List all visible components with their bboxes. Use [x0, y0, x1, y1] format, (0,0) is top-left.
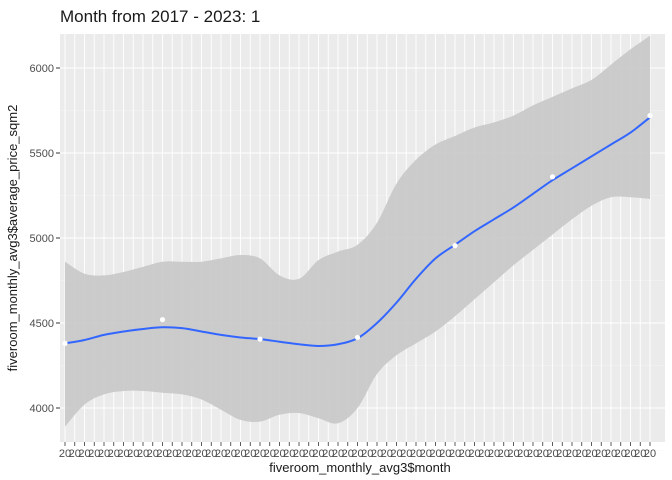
x-tick-label: 20	[410, 448, 422, 460]
x-tick-label: 20	[127, 448, 139, 460]
data-point	[647, 113, 653, 119]
x-axis-title: fiveroom_monthly_avg3$month	[269, 460, 450, 475]
y-tick-label: 6000	[30, 63, 54, 75]
y-tick-label: 4500	[30, 318, 54, 330]
confidence-band	[65, 35, 650, 427]
x-tick-label: 20	[605, 448, 617, 460]
x-tick-label: 20	[147, 448, 159, 460]
x-tick-label: 20	[137, 448, 149, 460]
y-axis-title: fiveroom_monthly_avg3$average_price_sqm2	[5, 105, 20, 372]
x-tick-label: 20	[351, 448, 363, 460]
x-tick-label: 20	[205, 448, 217, 460]
x-tick-label: 20	[283, 448, 295, 460]
x-tick-label: 20	[420, 448, 432, 460]
x-tick-label: 20	[186, 448, 198, 460]
x-tick-label: 20	[78, 448, 90, 460]
x-tick-label: 20	[400, 448, 412, 460]
data-points	[62, 113, 653, 346]
x-tick-label: 20	[488, 448, 500, 460]
x-tick-label: 20	[176, 448, 188, 460]
x-axis-ticks: 2020202020202020202020202020202020202020…	[59, 442, 656, 460]
x-tick-label: 20	[468, 448, 480, 460]
x-tick-label: 20	[273, 448, 285, 460]
x-tick-label: 20	[527, 448, 539, 460]
data-point	[452, 243, 458, 249]
x-tick-label: 20	[634, 448, 646, 460]
x-tick-label: 20	[576, 448, 588, 460]
x-tick-label: 20	[322, 448, 334, 460]
data-point	[62, 340, 68, 346]
x-tick-label: 20	[459, 448, 471, 460]
x-tick-label: 20	[449, 448, 461, 460]
x-tick-label: 20	[254, 448, 266, 460]
x-tick-label: 20	[215, 448, 227, 460]
x-tick-label: 20	[98, 448, 110, 460]
y-tick-label: 5000	[30, 233, 54, 245]
x-tick-label: 20	[624, 448, 636, 460]
x-tick-label: 20	[117, 448, 129, 460]
data-point	[549, 174, 556, 180]
x-tick-label: 20	[156, 448, 168, 460]
x-tick-label: 20	[361, 448, 373, 460]
x-tick-label: 20	[439, 448, 451, 460]
x-tick-label: 20	[59, 448, 71, 460]
x-tick-label: 20	[478, 448, 490, 460]
x-tick-label: 20	[390, 448, 402, 460]
y-axis-ticks: 4000 4500 5000 5500 6000	[30, 63, 60, 415]
x-tick-label: 20	[429, 448, 441, 460]
x-tick-label: 20	[332, 448, 344, 460]
x-tick-label: 20	[371, 448, 383, 460]
x-tick-label: 20	[556, 448, 568, 460]
x-tick-label: 20	[108, 448, 120, 460]
x-tick-label: 20	[342, 448, 354, 460]
x-tick-label: 20	[566, 448, 578, 460]
data-point	[257, 336, 263, 342]
data-point	[354, 334, 361, 341]
x-tick-label: 20	[312, 448, 324, 460]
x-tick-label: 20	[381, 448, 393, 460]
x-tick-label: 20	[88, 448, 100, 460]
x-tick-label: 20	[517, 448, 529, 460]
y-tick-label: 4000	[30, 403, 54, 415]
x-tick-label: 20	[546, 448, 558, 460]
x-tick-label: 20	[498, 448, 510, 460]
x-tick-label: 20	[69, 448, 81, 460]
x-tick-label: 20	[644, 448, 656, 460]
x-tick-label: 20	[166, 448, 178, 460]
x-tick-label: 20	[225, 448, 237, 460]
x-tick-label: 20	[244, 448, 256, 460]
x-tick-label: 20	[293, 448, 305, 460]
x-tick-label: 20	[303, 448, 315, 460]
x-tick-label: 20	[195, 448, 207, 460]
data-point	[159, 317, 166, 323]
x-tick-label: 20	[234, 448, 246, 460]
x-tick-label: 20	[507, 448, 519, 460]
x-tick-label: 20	[595, 448, 607, 460]
x-tick-label: 20	[264, 448, 276, 460]
chart-title: Month from 2017 - 2023: 1	[60, 7, 260, 26]
x-tick-label: 20	[585, 448, 597, 460]
x-tick-label: 20	[537, 448, 549, 460]
y-tick-label: 5500	[30, 148, 54, 160]
x-tick-label: 20	[615, 448, 627, 460]
